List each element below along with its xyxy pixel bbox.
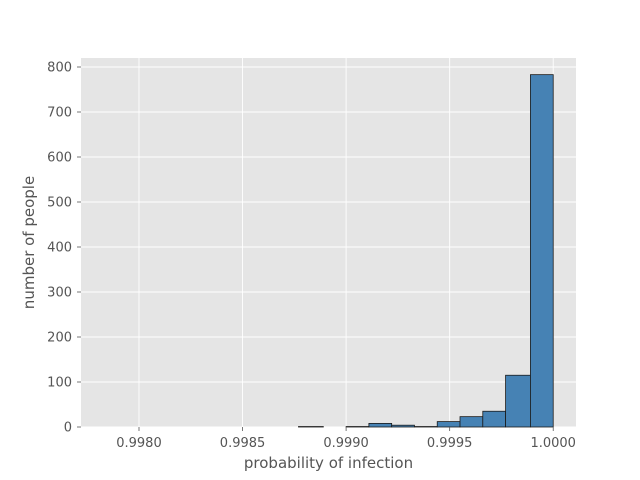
y-axis-label: number of people xyxy=(20,176,38,309)
x-tick-label: 1.0000 xyxy=(530,436,576,451)
y-tick-label: 800 xyxy=(47,61,72,76)
y-tick-label: 500 xyxy=(47,196,72,211)
x-tick-label: 0.9985 xyxy=(220,436,266,451)
x-tick-label: 0.9995 xyxy=(427,436,473,451)
histogram-bar xyxy=(505,374,531,428)
plot-area xyxy=(81,58,576,427)
histogram-bars xyxy=(298,74,554,428)
y-tick-label: 300 xyxy=(47,286,72,301)
histogram-bar xyxy=(436,421,461,428)
y-tick-label: 400 xyxy=(47,241,72,256)
x-axis-ticks: 0.9980 0.9985 0.9990 0.9995 1.0000 xyxy=(116,427,576,451)
y-tick-label: 200 xyxy=(47,331,72,346)
histogram-bar xyxy=(368,422,393,428)
y-axis-ticks: 0 100 200 300 400 500 600 700 800 xyxy=(47,61,81,436)
y-tick-label: 700 xyxy=(47,106,72,121)
x-tick-label: 0.9980 xyxy=(116,436,162,451)
histogram-bar xyxy=(459,416,484,428)
y-tick-label: 600 xyxy=(47,151,72,166)
histogram-bar xyxy=(391,424,415,428)
y-tick-label: 0 xyxy=(64,421,72,436)
histogram-bar xyxy=(482,410,506,428)
x-tick-label: 0.9990 xyxy=(323,436,369,451)
y-tick-label: 100 xyxy=(47,376,72,391)
x-axis-label: probability of infection xyxy=(244,454,413,472)
histogram-bar xyxy=(530,74,554,428)
